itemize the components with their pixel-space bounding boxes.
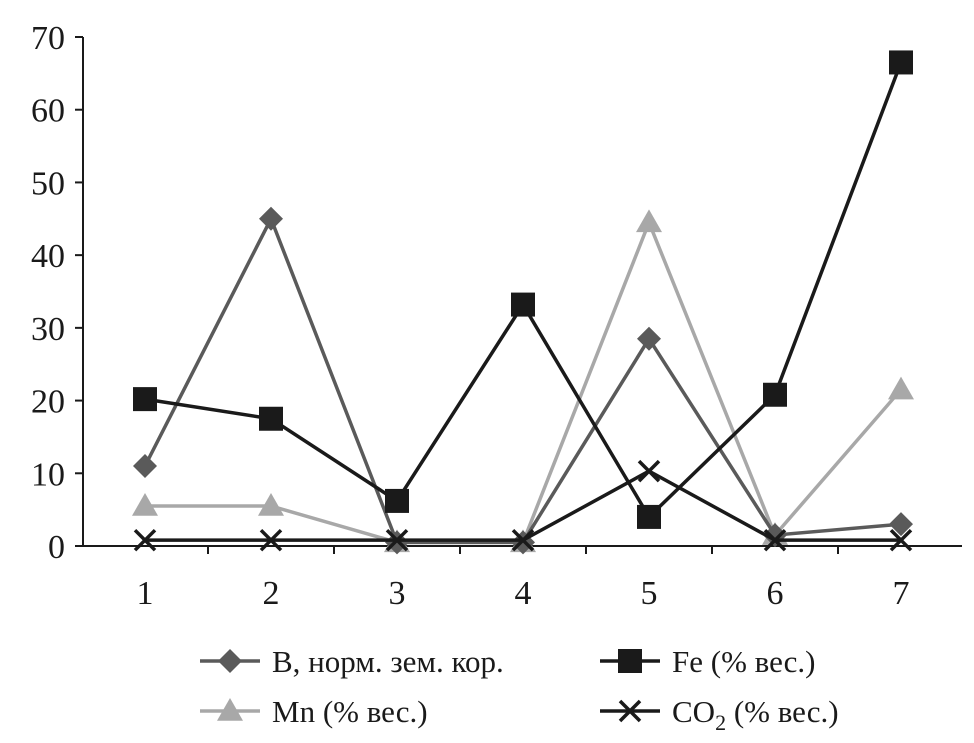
square-marker (618, 649, 642, 673)
series-line (143, 214, 902, 545)
square-marker (889, 50, 913, 75)
triangle-marker (888, 376, 914, 400)
legend-item: CO2 (% вес.) (600, 694, 839, 735)
y-tick-label: 70 (31, 20, 65, 57)
legend-label-rest: (% вес.) (726, 694, 838, 729)
legend-label: CO2 (% вес.) (672, 694, 839, 735)
y-tick-label: 60 (31, 93, 65, 130)
x-marker-stroke (889, 528, 913, 552)
x-marker (637, 459, 661, 483)
x-marker (618, 699, 642, 723)
series-layer (132, 50, 914, 555)
y-tick-label: 30 (31, 311, 65, 348)
x-tick-label: 6 (767, 575, 784, 612)
x-marker-stroke (763, 528, 787, 552)
square-marker (763, 382, 787, 407)
x-marker (763, 528, 787, 552)
series-x (133, 459, 913, 552)
x-marker (511, 528, 535, 552)
square-marker (385, 488, 409, 513)
series-line (144, 61, 903, 520)
x-marker (259, 528, 283, 552)
series-diamond (133, 206, 913, 555)
diamond-marker (889, 512, 913, 537)
legend-label: Fe (% вес.) (672, 644, 815, 679)
legend-label: B, норм. зем. кор. (272, 644, 504, 679)
square-marker (133, 387, 157, 412)
diamond-marker (218, 649, 242, 673)
axes-layer: 0 10 20 30 40 50 60 70 1 2 3 4 5 6 7 (31, 20, 962, 612)
y-tick-label: 50 (31, 165, 65, 202)
triangle-marker (258, 493, 284, 516)
legend-label: Mn (% вес.) (272, 694, 428, 729)
x-marker (889, 528, 913, 552)
x-tick-label: 7 (893, 575, 910, 612)
legend-item: Fe (% вес.) (600, 644, 815, 679)
x-marker-stroke (637, 459, 661, 483)
series-square (133, 50, 913, 529)
diamond-marker (259, 206, 283, 231)
triangle-marker (132, 493, 158, 516)
series-line (145, 217, 903, 545)
x-tick-label: 1 (137, 575, 154, 612)
x-marker-stroke (618, 699, 642, 723)
legend-label-subscript: 2 (715, 710, 726, 735)
legend: B, норм. зем. кор. Fe (% вес.) Mn (% вес.)… (200, 644, 839, 735)
y-tick-label: 20 (31, 384, 65, 421)
y-tick-label: 40 (31, 238, 65, 275)
y-tick-label: 10 (31, 456, 65, 493)
x-tick-label: 2 (263, 575, 280, 612)
x-marker-stroke (133, 528, 157, 552)
diamond-marker (637, 326, 661, 351)
legend-label-base: CO (672, 694, 715, 729)
x-marker-stroke (511, 528, 535, 552)
square-marker (511, 292, 535, 317)
triangle-marker (217, 698, 243, 721)
square-marker (637, 504, 661, 529)
x-marker-stroke (385, 528, 409, 552)
x-tick-label: 4 (515, 575, 532, 612)
triangle-marker (636, 209, 662, 233)
x-marker-stroke (259, 528, 283, 552)
x-tick-label: 3 (389, 575, 406, 612)
x-tick-label: 5 (641, 575, 658, 612)
legend-item: B, норм. зем. кор. (200, 644, 504, 679)
y-tick-label: 0 (48, 529, 65, 566)
x-marker (385, 528, 409, 552)
diamond-marker (133, 454, 157, 479)
x-marker (133, 528, 157, 552)
square-marker (259, 406, 283, 431)
legend-item: Mn (% вес.) (200, 694, 428, 729)
